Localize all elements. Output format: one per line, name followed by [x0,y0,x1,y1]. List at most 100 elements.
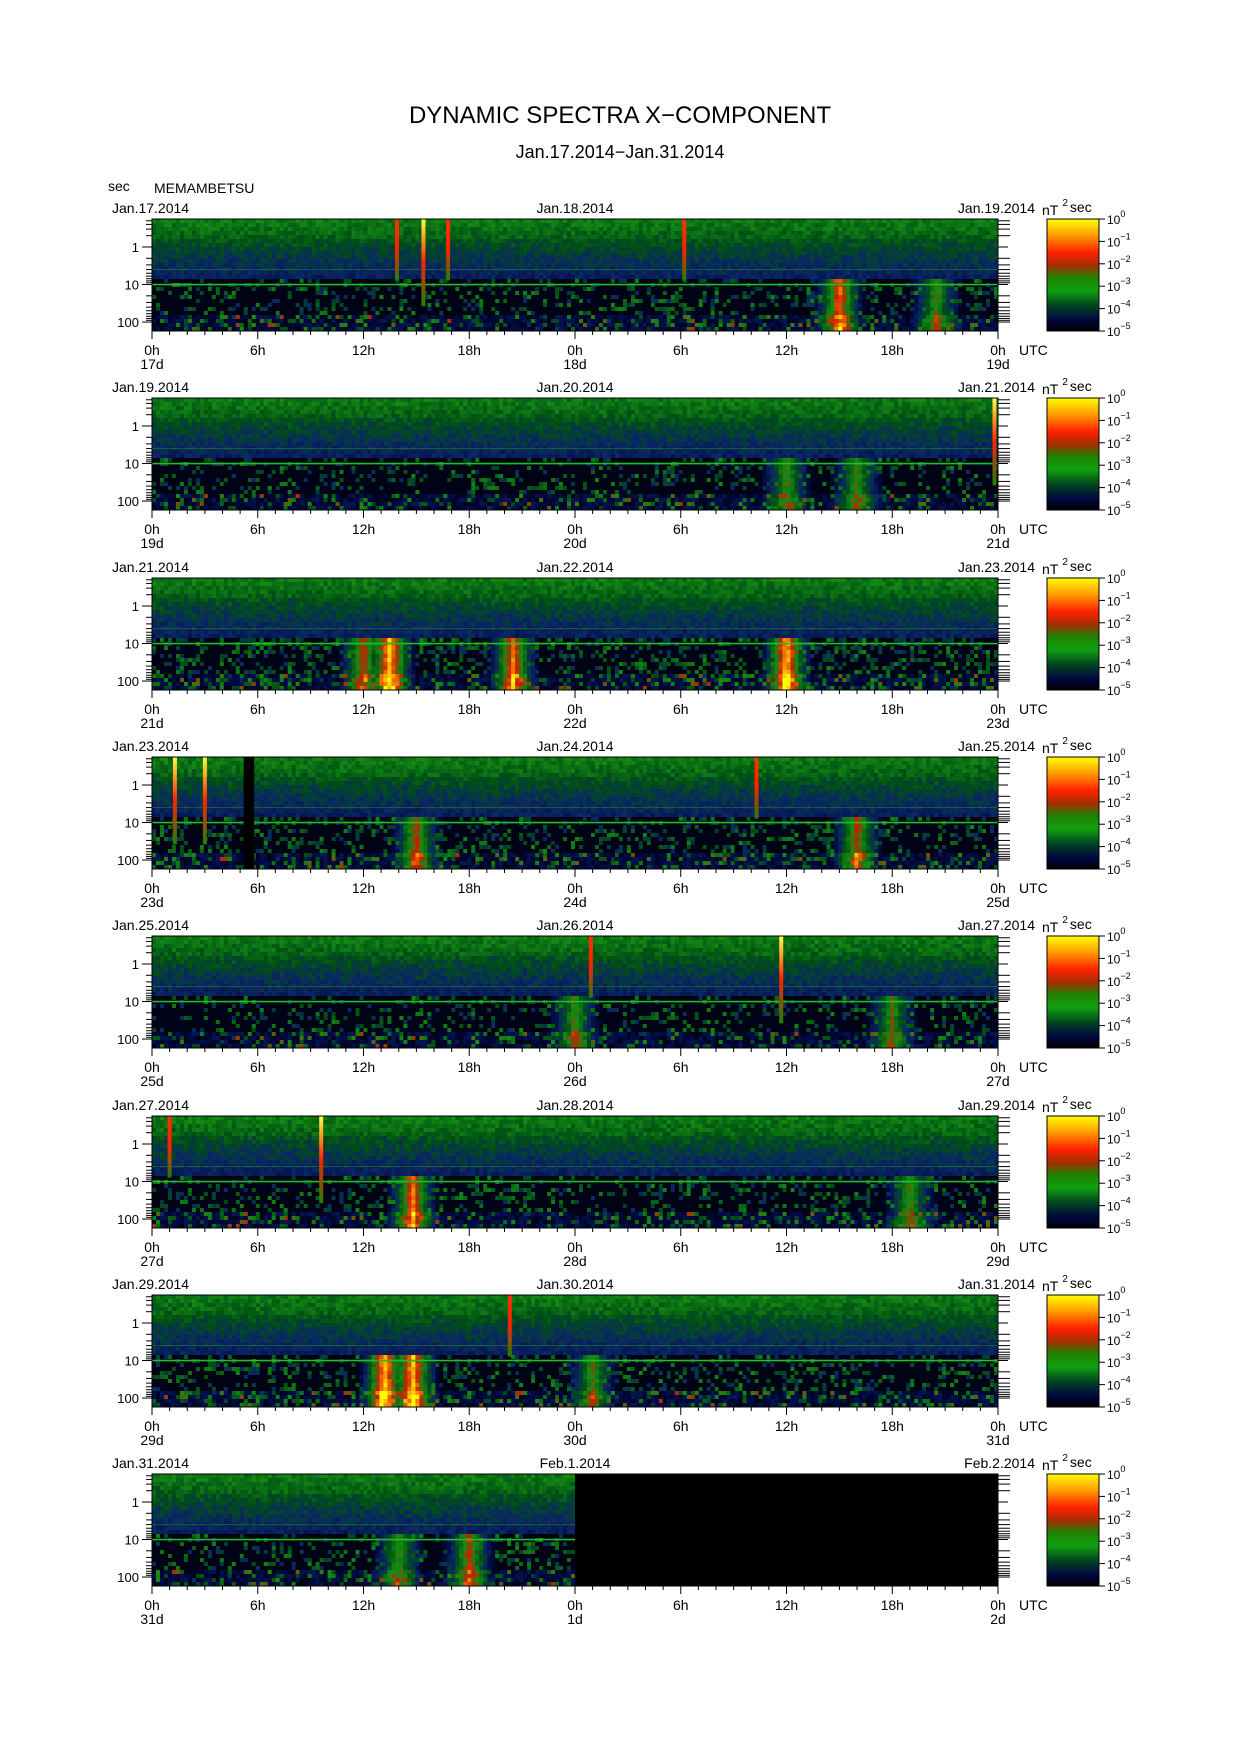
no-data-region [244,757,255,869]
x-tick-label: 6h [250,342,266,358]
colorbar-unit: nT 2 sec [1042,1274,1092,1294]
spectral-spike [508,1295,512,1357]
panel-date-right: Jan.19.2014 [958,200,1035,216]
day-label: 31d [986,1432,1009,1448]
spectra-panel: Jan.29.2014 Jan.30.2014 Jan.31.20141101000… [112,1274,1131,1448]
panel-date-left: Jan.31.2014 [112,1455,189,1471]
colorbar-tick: 10−5 [1107,859,1131,877]
y-tick-label: 1 [132,957,139,972]
y-tick-label: 1 [132,778,139,793]
panel-date-left: Jan.17.2014 [112,200,189,216]
x-tick-label: 6h [250,701,266,717]
x-tick-label: 12h [775,1418,798,1434]
colorbar-tick: 10−4 [1107,1196,1131,1214]
y-tick-label: 100 [117,1212,139,1227]
panel-date-mid: Jan.22.2014 [536,559,613,575]
colorbar-tick: 10−4 [1107,837,1131,855]
spectra-panel: Jan.21.2014 Jan.22.2014 Jan.23.20141101000… [112,557,1131,731]
colorbar-unit: nT 2 sec [1042,1453,1092,1473]
utc-label: UTC [1019,521,1048,537]
x-tick-label: 18h [458,1597,481,1613]
x-tick-label: 18h [458,1239,481,1255]
x-tick-label: 6h [250,521,266,537]
colorbar-unit: nT 2 sec [1042,915,1092,935]
colorbar-tick: 100 [1107,388,1125,406]
x-tick-label: 12h [352,880,375,896]
colorbar-tick: 10−5 [1107,680,1131,698]
colorbar-tick: 10−3 [1107,635,1131,653]
y-tick-label: 10 [125,1175,139,1190]
spectral-spike [779,936,783,1023]
colorbar-tick: 10−2 [1107,613,1131,631]
colorbar-tick: 10−4 [1107,658,1131,676]
x-tick-label: 12h [775,701,798,717]
day-label: 23d [140,894,163,910]
y-tick-label: 100 [117,853,139,868]
colorbar-tick: 100 [1107,568,1125,586]
colorbar-tick: 10−5 [1107,1038,1131,1056]
panel-date-mid: Feb.1.2014 [540,1455,611,1471]
day-label: 29d [140,1432,163,1448]
panel-date-right: Jan.25.2014 [958,738,1035,754]
spectral-spike [319,1116,323,1203]
x-tick-label: 6h [250,1597,266,1613]
spectra-panel: Jan.17.2014 Jan.18.2014 Jan.19.20141101000… [112,198,1131,372]
x-tick-label: 6h [250,880,266,896]
day-label: 28d [563,1253,586,1269]
x-tick-label: 18h [881,1059,904,1075]
y-tick-label: 1 [132,1316,139,1331]
y-tick-label: 100 [117,1570,139,1585]
x-tick-label: 18h [458,1418,481,1434]
x-tick-label: 6h [673,1239,689,1255]
panel-date-right: Jan.23.2014 [958,559,1035,575]
day-label: 29d [986,1253,1009,1269]
colorbar-tick: 10−1 [1107,590,1131,608]
day-label: 21d [140,715,163,731]
colorbar-tick: 100 [1107,1464,1125,1482]
colorbar-tick: 10−2 [1107,433,1131,451]
x-tick-label: 6h [250,1059,266,1075]
colorbar-tick: 10−1 [1107,231,1131,249]
x-tick-label: 6h [673,521,689,537]
colorbar-tick: 10−3 [1107,276,1131,294]
day-label: 2d [990,1611,1006,1627]
x-tick-label: 12h [352,1597,375,1613]
colorbar-unit: nT 2 sec [1042,198,1092,218]
colorbar-tick: 10−4 [1107,1016,1131,1034]
y-tick-label: 100 [117,1391,139,1406]
day-label: 30d [563,1432,586,1448]
x-tick-label: 6h [673,880,689,896]
colorbar [1047,1116,1099,1228]
colorbar-tick: 100 [1107,209,1125,227]
x-tick-label: 18h [458,1059,481,1075]
spectra-panel: Jan.27.2014 Jan.28.2014 Jan.29.20141101000… [112,1095,1131,1269]
x-tick-label: 12h [352,1239,375,1255]
colorbar-unit: nT 2 sec [1042,736,1092,756]
day-label: 20d [563,535,586,551]
x-tick-label: 18h [458,521,481,537]
spectral-spike [682,219,686,281]
day-label: 25d [986,894,1009,910]
panel-date-right: Jan.27.2014 [958,917,1035,933]
x-tick-label: 6h [250,1418,266,1434]
utc-label: UTC [1019,1418,1048,1434]
panel-date-mid: Jan.24.2014 [536,738,613,754]
y-tick-label: 1 [132,1495,139,1510]
y-tick-label: 1 [132,599,139,614]
spectral-spike [203,757,207,844]
utc-label: UTC [1019,342,1048,358]
colorbar-tick: 10−2 [1107,1151,1131,1169]
colorbar-unit: nT 2 sec [1042,557,1092,577]
day-label: 21d [986,535,1009,551]
day-label: 19d [986,356,1009,372]
x-tick-label: 18h [881,1239,904,1255]
panel-date-right: Jan.31.2014 [958,1276,1035,1292]
spectral-spike [421,219,425,306]
panel-date-mid: Jan.20.2014 [536,379,613,395]
colorbar-tick: 10−1 [1107,1128,1131,1146]
colorbar [1047,398,1099,510]
colorbar [1047,1474,1099,1586]
y-tick-label: 10 [125,637,139,652]
day-label: 26d [563,1073,586,1089]
